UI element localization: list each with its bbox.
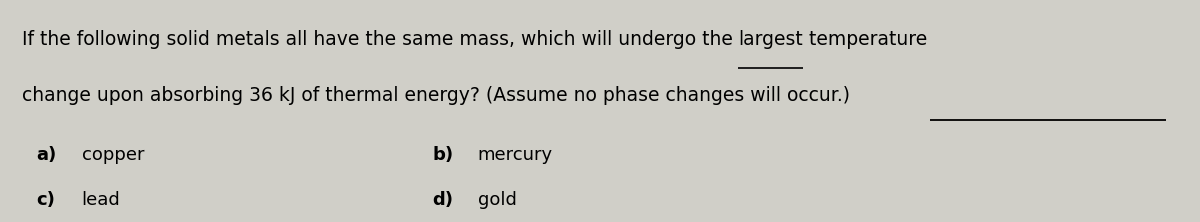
- Text: c): c): [36, 191, 55, 209]
- Text: d): d): [432, 191, 454, 209]
- Text: largest: largest: [738, 30, 803, 50]
- Text: b): b): [432, 146, 454, 165]
- Text: a): a): [36, 146, 56, 165]
- Text: lead: lead: [82, 191, 120, 209]
- Text: copper: copper: [82, 146, 144, 165]
- Text: mercury: mercury: [478, 146, 553, 165]
- Text: temperature: temperature: [803, 30, 928, 50]
- Text: gold: gold: [478, 191, 516, 209]
- Text: change upon absorbing 36 kJ of thermal energy? (Assume no phase changes will occ: change upon absorbing 36 kJ of thermal e…: [22, 86, 850, 105]
- Text: If the following solid metals all have the same mass, which will undergo the: If the following solid metals all have t…: [22, 30, 738, 50]
